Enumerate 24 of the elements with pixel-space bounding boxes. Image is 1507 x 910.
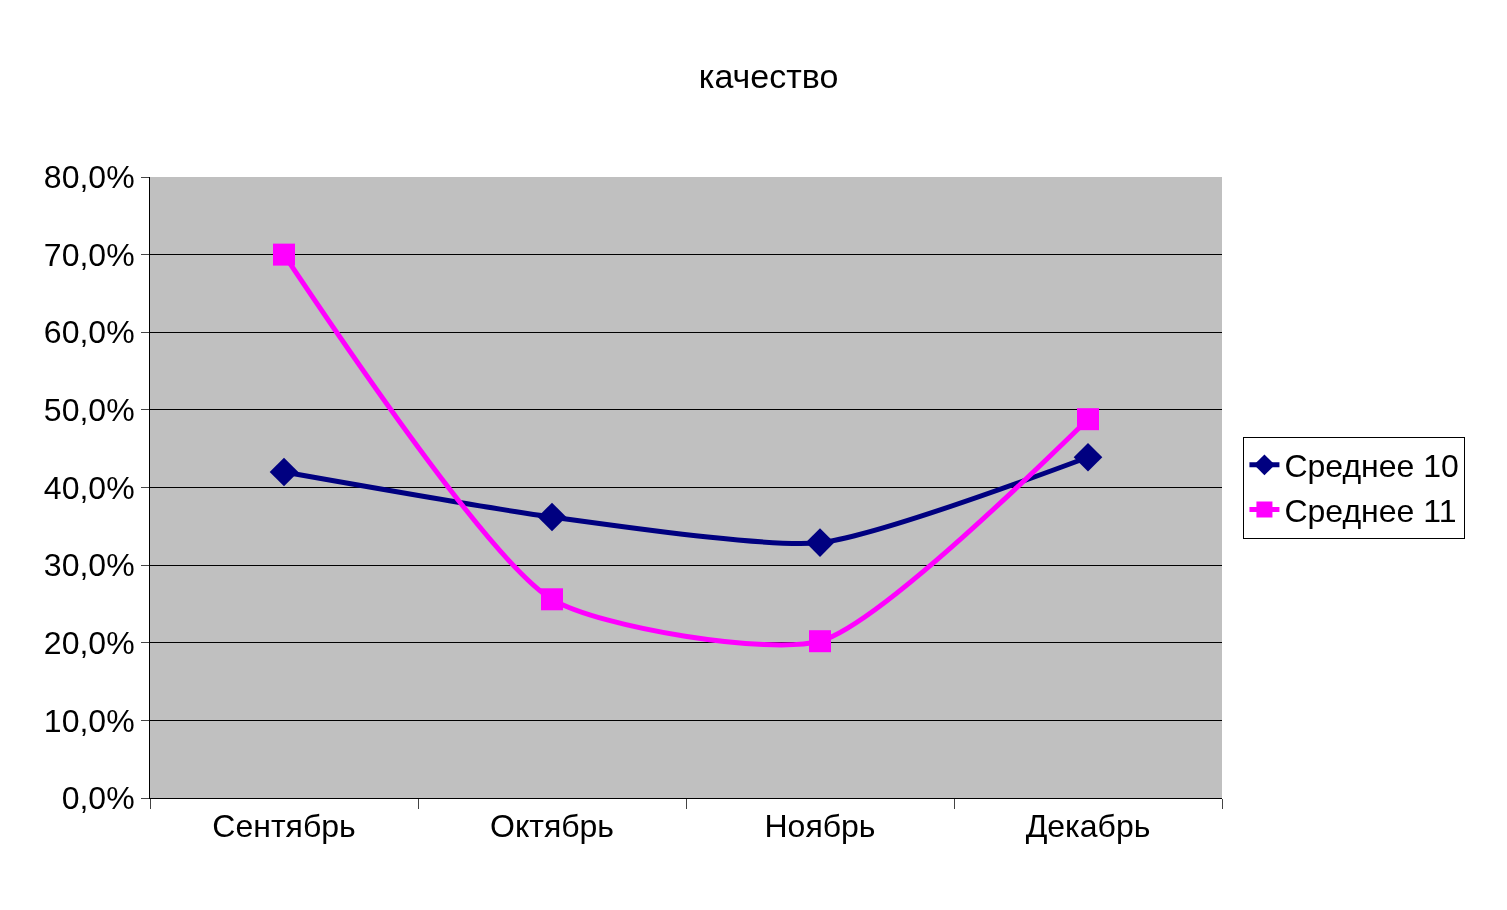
- point: [1073, 442, 1103, 472]
- x-tick-label: Сентябрь: [212, 808, 356, 845]
- x-tick-label: Ноябрь: [764, 808, 876, 845]
- y-tick-label: 60,0%: [43, 314, 135, 351]
- x-tick-label: Декабрь: [1025, 808, 1151, 845]
- point: [809, 630, 831, 653]
- y-tick-label: 20,0%: [43, 624, 135, 661]
- y-tick-label: 50,0%: [43, 392, 135, 429]
- y-tick-label: 0,0%: [61, 780, 135, 817]
- point: [273, 243, 295, 266]
- point: [805, 528, 835, 557]
- point: [1077, 408, 1099, 431]
- y-tick-label: 40,0%: [43, 469, 135, 506]
- y-tick-label: 30,0%: [43, 547, 135, 584]
- legend-label: Среднее 11: [1284, 492, 1457, 529]
- y-tick-label: 70,0%: [43, 236, 135, 273]
- point: [541, 588, 563, 611]
- point: [537, 502, 567, 532]
- y-tick-label: 80,0%: [43, 159, 135, 196]
- x-tick-label: Октябрь: [489, 808, 615, 845]
- y-tick-label: 10,0%: [43, 702, 135, 739]
- point: [269, 457, 299, 487]
- chart-title: качество: [698, 56, 839, 95]
- legend-label: Среднее 10: [1284, 448, 1459, 485]
